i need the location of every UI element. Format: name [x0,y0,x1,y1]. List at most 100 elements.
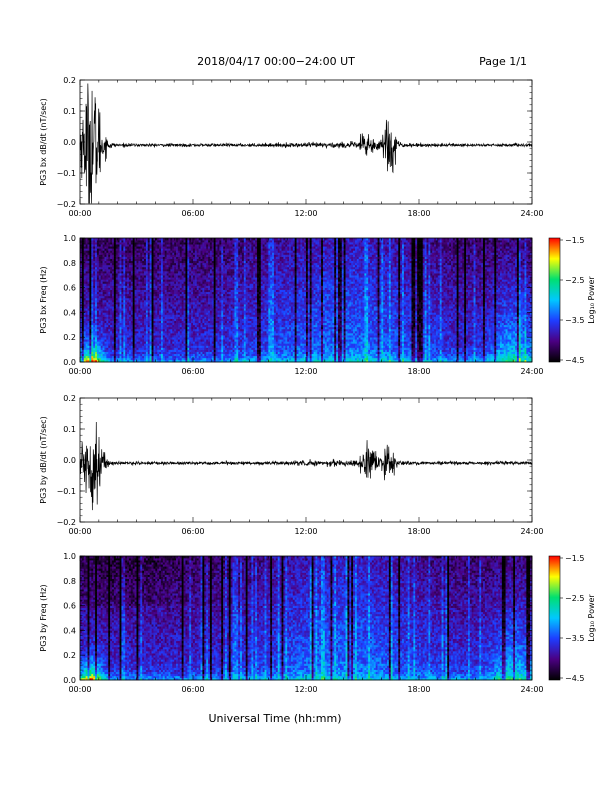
spectrogram-cell [135,323,137,325]
spectrogram-cell [120,263,122,265]
spectrogram-cell [88,310,90,312]
spectrogram-cell [116,288,118,290]
spectrogram-cell [129,283,131,285]
spectrogram-cell [174,273,176,275]
y-tick-label: −0.1 [57,169,76,178]
spectrogram-cell [93,312,95,314]
spectrogram-cell [204,325,206,327]
spectrogram-cell [103,290,105,292]
spectrogram-cell [110,277,112,279]
spectrogram-cell [204,352,206,354]
spectrogram-cell [127,300,129,302]
spectrogram-cell [137,341,139,343]
spectrogram-cell [146,242,148,244]
spectrogram-cell [114,298,116,300]
spectrogram-cell [157,339,159,341]
spectrogram-cell [127,358,129,360]
spectrogram-cell [95,263,97,265]
spectrogram-cell [82,333,84,335]
spectrogram-cell [116,281,118,283]
spectrogram-cell [84,343,86,345]
spectrogram-cell [99,348,101,350]
spectrogram-cell [108,267,110,269]
spectrogram-cell [176,286,178,288]
spectrogram-cell [189,304,191,306]
trace-line [80,84,532,204]
spectrogram-cell [180,277,182,279]
spectrogram-cell [99,356,101,358]
spectrogram-cell [101,269,103,271]
spectrogram-cell [93,255,95,257]
spectrogram-cell [88,323,90,325]
spectrogram-cell [182,271,184,273]
spectrogram-cell [127,331,129,333]
spectrogram-cell [182,275,184,277]
spectrogram-cell [201,317,203,319]
spectrogram-cell [201,277,203,279]
spectrogram-cell [172,277,174,279]
spectrogram-cell [123,308,125,310]
spectrogram-cell [159,290,161,292]
spectrogram-cell [110,331,112,333]
spectrogram-cell [140,335,142,337]
spectrogram-cell [161,331,163,333]
spectrogram-cell [189,259,191,261]
spectrogram-cell [150,259,152,261]
spectrogram-cell [97,261,99,263]
spectrogram-cell [153,296,155,298]
spectrogram-cell [152,327,154,329]
spectrogram-cell [195,290,197,292]
spectrogram-cell [163,288,165,290]
spectrogram-cell [112,308,114,310]
spectrogram-cell [104,273,106,275]
spectrogram-cell [114,331,116,333]
spectrogram-cell [148,339,150,341]
spectrogram-cell [142,273,144,275]
spectrogram-cell [114,252,116,254]
spectrogram-cell [197,279,199,281]
x-tick-label: 06:00 [181,209,204,218]
spectrogram-cell [131,321,133,323]
spectrogram-cell [125,337,127,339]
spectrogram-cell [201,350,203,352]
spectrogram-cell [159,337,161,339]
spectrogram-cell [138,286,140,288]
spectrogram-cell [97,312,99,314]
spectrogram-cell [125,343,127,345]
spectrogram-cell [118,294,120,296]
spectrogram-cell [121,358,123,360]
spectrogram-cell [95,329,97,331]
spectrogram-cell [185,306,187,308]
spectrogram-cell [148,337,150,339]
spectrogram-cell [146,290,148,292]
spectrogram-cell [84,352,86,354]
spectrogram-cell [135,352,137,354]
spectrogram-cell [150,335,152,337]
spectrogram-cell [169,265,171,267]
spectrogram-cell [153,279,155,281]
spectrogram-cell [114,257,116,259]
spectrogram-cell [131,269,133,271]
spectrogram-cell [204,343,206,345]
spectrogram-cell [148,345,150,347]
spectrogram-cell [148,356,150,358]
spectrogram-cell [103,296,105,298]
spectrogram-cell [182,335,184,337]
spectrogram-cell [197,259,199,261]
spectrogram-cell [150,348,152,350]
spectrogram-cell [180,283,182,285]
spectrogram-cell [86,358,88,360]
spectrogram-cell [140,358,142,360]
spectrogram-cell [135,281,137,283]
spectrogram-cell [127,281,129,283]
spectrogram-cell [167,267,169,269]
spectrogram-cell [142,286,144,288]
spectrogram-cell [108,300,110,302]
spectrogram-cell [114,329,116,331]
spectrogram-cell [84,331,86,333]
spectrogram-cell [189,248,191,250]
spectrogram-cell [191,246,193,248]
spectrogram-cell [127,242,129,244]
spectrogram-cell [142,259,144,261]
spectrogram-cell [104,319,106,321]
